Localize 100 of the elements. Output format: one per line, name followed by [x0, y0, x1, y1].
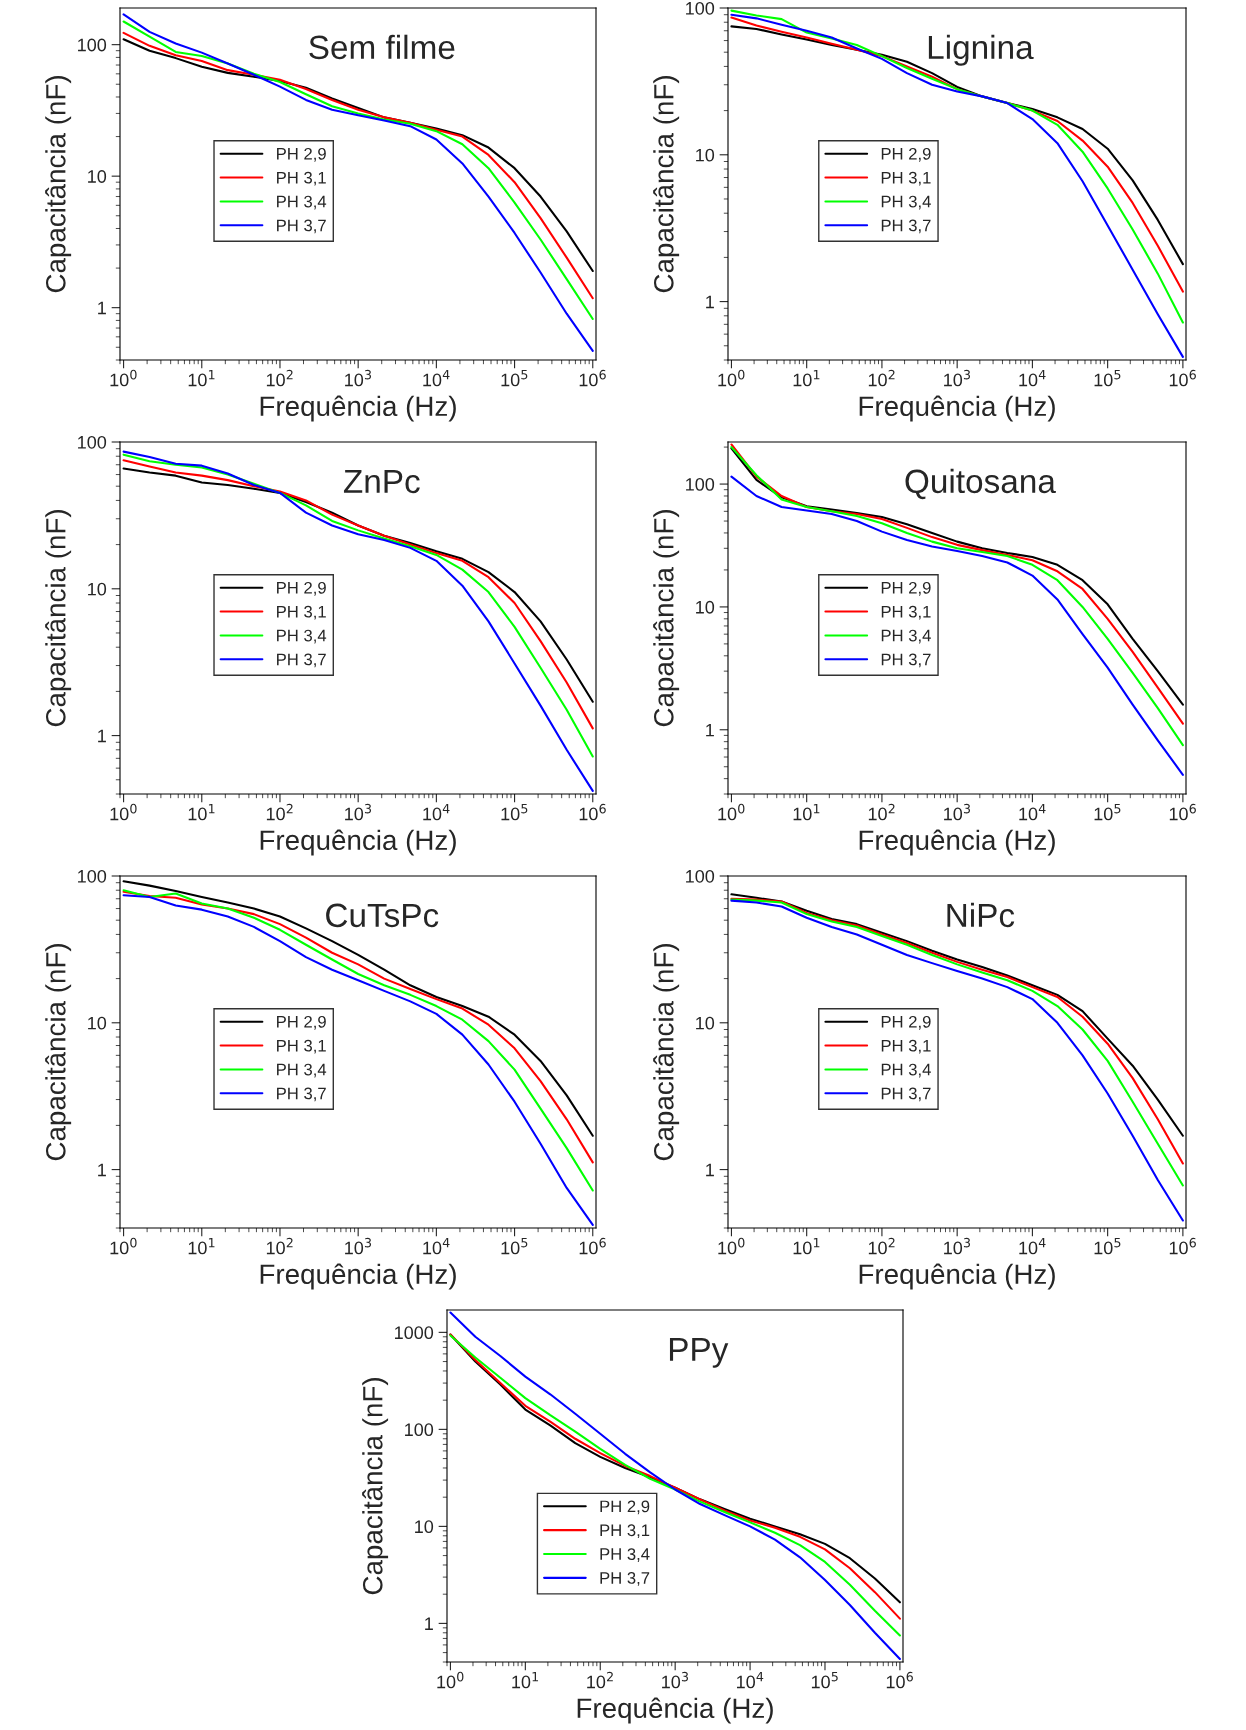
- y-tick-label: 100: [686, 478, 715, 491]
- legend-label: PH 2,9: [277, 1015, 326, 1030]
- legend-label: PH 3,4: [277, 629, 327, 644]
- y-axis-title: Capacitância (nF): [45, 76, 72, 293]
- legend-label: PH 3,1: [277, 171, 326, 186]
- legend-label: PH 3,4: [881, 1063, 931, 1078]
- y-axis-title: Capacitância (nF): [362, 1378, 389, 1595]
- legend-label: PH 3,7: [881, 653, 931, 668]
- legend-label: PH 2,9: [277, 581, 326, 596]
- y-tick-label: 10: [88, 170, 107, 183]
- x-tick-label: 10$^{4}$: [423, 1238, 450, 1255]
- x-axis-title: Frequência (Hz): [577, 1697, 773, 1724]
- legend-label: PH 3,4: [881, 629, 931, 644]
- legend-label: PH 3,7: [600, 1572, 650, 1586]
- y-tick-label: 10: [415, 1520, 434, 1534]
- y-tick-label: 10: [696, 1016, 715, 1030]
- x-tick-label: 10$^{5}$: [501, 1238, 528, 1255]
- x-tick-label: 10$^{3}$: [944, 803, 970, 821]
- x-tick-label: 10$^{4}$: [1019, 370, 1046, 387]
- legend-label: PH 3,4: [277, 1063, 327, 1078]
- legend-label: PH 3,7: [277, 219, 326, 234]
- y-axis-title: Capacitância (nF): [653, 76, 680, 293]
- x-axis-title: Frequência (Hz): [859, 1263, 1055, 1290]
- y-tick-label: 10: [88, 582, 107, 596]
- legend-label: PH 3,7: [277, 1087, 326, 1102]
- y-tick-label: 100: [686, 869, 715, 883]
- x-tick-label: 10$^{1}$: [188, 804, 215, 821]
- legend-label: PH 3,4: [881, 195, 931, 210]
- y-tick-label: 1: [98, 729, 106, 743]
- x-tick-label: 10$^{6}$: [1169, 369, 1196, 387]
- x-tick-label: 10$^{2}$: [868, 369, 895, 387]
- y-axis-title: Capacitância (nF): [653, 944, 680, 1161]
- x-tick-label: 10$^{4}$: [1019, 1238, 1046, 1255]
- y-axis-title: Capacitância (nF): [653, 510, 680, 727]
- y-tick-label: 1: [98, 1163, 106, 1177]
- x-tick-label: 10$^{3}$: [944, 369, 970, 387]
- x-tick-label: 10$^{2}$: [266, 369, 293, 387]
- legend-label: PH 3,7: [277, 653, 326, 668]
- legend-label: PH 2,9: [277, 147, 326, 162]
- x-tick-label: 10$^{0}$: [437, 1671, 464, 1689]
- x-tick-label: 10$^{3}$: [345, 369, 372, 387]
- y-tick-label: 1: [706, 723, 714, 737]
- y-tick-label: 10: [696, 148, 715, 162]
- x-tick-label: 10$^{6}$: [579, 369, 606, 387]
- text: Lignina: [928, 34, 1034, 66]
- x-tick-label: 10$^{0}$: [110, 369, 137, 387]
- y-axis-title: Capacitância (nF): [45, 510, 72, 727]
- text: Sem filme: [309, 34, 455, 60]
- y-tick-label: 10: [88, 1016, 107, 1030]
- y-tick-label: 100: [686, 1, 715, 15]
- legend-label: PH 3,4: [277, 195, 327, 210]
- x-tick-label: 10$^{2}$: [266, 1237, 293, 1255]
- legend-label: PH 2,9: [881, 581, 931, 596]
- x-tick-label: 10$^{1}$: [188, 1238, 215, 1255]
- text: PPy: [669, 1337, 729, 1368]
- legend-label: PH 3,1: [277, 1039, 326, 1054]
- y-tick-label: 1: [98, 301, 106, 315]
- x-tick-label: 10$^{2}$: [587, 1671, 613, 1689]
- x-tick-label: 10$^{3}$: [345, 803, 372, 821]
- text: CuTsPc: [326, 903, 439, 928]
- legend-label: PH 2,9: [881, 1015, 931, 1030]
- y-tick-label: 1: [706, 1163, 714, 1177]
- x-tick-label: 10$^{6}$: [886, 1671, 913, 1689]
- text: NiPc: [947, 902, 1015, 928]
- legend-label: PH 3,7: [881, 219, 931, 234]
- x-tick-label: 10$^{5}$: [1094, 804, 1121, 821]
- y-tick-label: 1000: [395, 1326, 434, 1340]
- x-tick-label: 10$^{2}$: [868, 1237, 895, 1255]
- x-tick-label: 10$^{1}$: [793, 1238, 820, 1255]
- legend-label: PH 3,7: [881, 1087, 931, 1102]
- legend-label: PH 2,9: [881, 147, 931, 162]
- y-tick-label: 100: [78, 38, 107, 52]
- x-tick-label: 10$^{0}$: [718, 369, 745, 387]
- y-axis-title: Capacitância (nF): [45, 944, 72, 1161]
- x-axis-title: Frequência (Hz): [260, 395, 456, 422]
- legend-label: PH 3,1: [600, 1524, 650, 1539]
- legend-label: PH 3,4: [600, 1548, 650, 1562]
- legend-label: PH 3,1: [881, 171, 931, 186]
- x-tick-label: 10$^{3}$: [662, 1671, 688, 1689]
- legend-label: PH 2,9: [600, 1500, 650, 1515]
- legend-label: PH 3,1: [881, 1039, 931, 1054]
- x-tick-label: 10$^{3}$: [345, 1237, 372, 1255]
- legend-label: PH 3,1: [881, 605, 931, 620]
- x-tick-label: 10$^{4}$: [423, 370, 450, 387]
- x-axis-title: Frequência (Hz): [260, 1263, 456, 1290]
- x-tick-label: 10$^{1}$: [188, 370, 215, 387]
- y-tick-label: 1: [425, 1617, 433, 1630]
- legend-label: PH 3,1: [277, 605, 326, 620]
- x-tick-label: 10$^{4}$: [737, 1672, 764, 1689]
- y-tick-label: 10: [696, 600, 715, 614]
- x-tick-label: 10$^{0}$: [718, 803, 745, 821]
- x-tick-label: 10$^{5}$: [1094, 370, 1121, 387]
- x-tick-label: 10$^{6}$: [1169, 1237, 1196, 1255]
- y-tick-label: 100: [78, 869, 107, 883]
- x-tick-label: 10$^{0}$: [110, 1237, 137, 1255]
- x-tick-label: 10$^{2}$: [266, 803, 293, 821]
- x-tick-label: 10$^{4}$: [423, 804, 450, 821]
- x-tick-label: 10$^{6}$: [1169, 803, 1196, 821]
- x-tick-label: 10$^{1}$: [793, 370, 820, 387]
- x-tick-label: 10$^{0}$: [718, 1237, 745, 1255]
